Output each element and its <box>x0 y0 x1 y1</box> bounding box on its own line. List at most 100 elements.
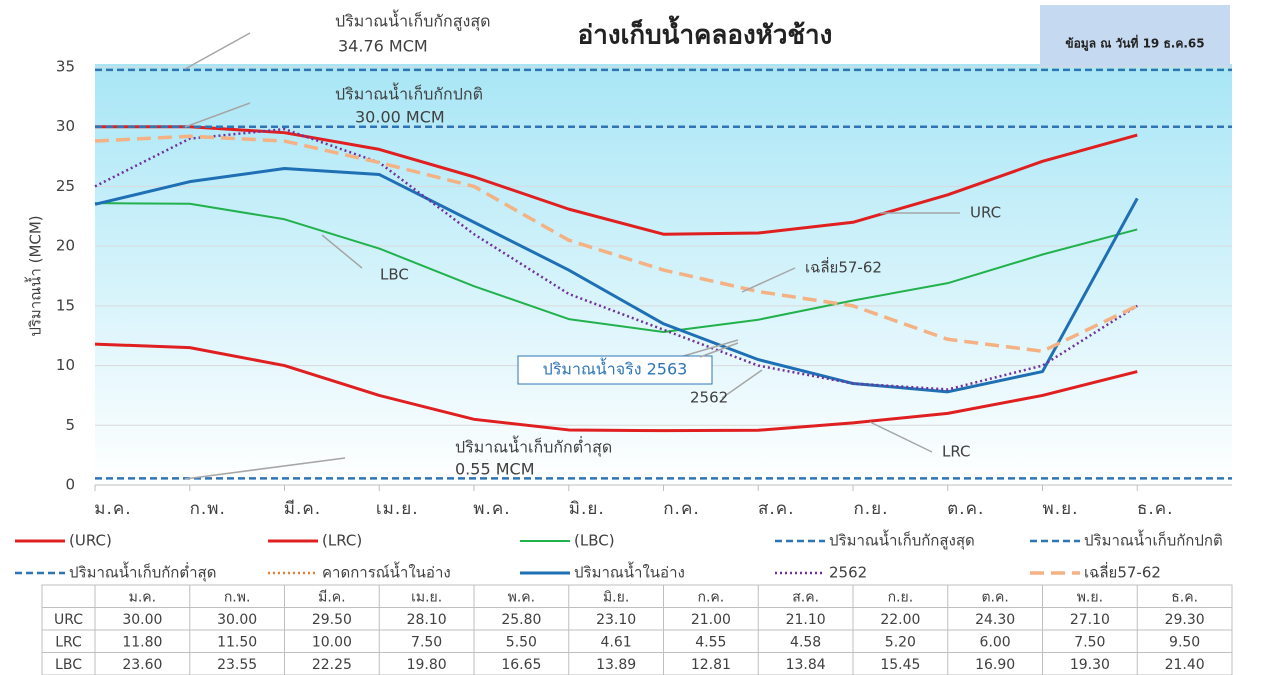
x-tick-label: มิ.ย. <box>569 499 605 519</box>
table-cell: 25.80 <box>501 612 541 628</box>
table-header: พ.ค. <box>508 589 536 605</box>
table-cell: 4.61 <box>601 634 632 650</box>
table-cell: 12.81 <box>691 657 731 673</box>
series-line <box>94 127 1138 391</box>
table-cell: 4.58 <box>790 634 821 650</box>
table-cell: 6.00 <box>980 634 1011 650</box>
table-cell: 15.45 <box>880 657 920 673</box>
table-cell: 24.30 <box>975 612 1015 628</box>
table-cell: 9.50 <box>1169 634 1200 650</box>
annotation: URC <box>970 204 1001 222</box>
leader-line <box>184 102 251 128</box>
legend-label: ปริมาณน้ำเก็บกักต่ำสุด <box>69 562 216 583</box>
series-line <box>94 134 1139 353</box>
table-cell: 23.10 <box>596 612 636 628</box>
table-cell: 21.00 <box>691 612 731 628</box>
table-header: ม.ค. <box>129 589 157 605</box>
table-cell: 10.00 <box>312 634 352 650</box>
table-header: มี.ค. <box>318 589 346 605</box>
table-cell: 7.50 <box>1074 634 1105 650</box>
table-cell: 5.50 <box>506 634 537 650</box>
table-header: มิ.ย. <box>603 589 629 605</box>
annotation: เฉลี่ย57-62 <box>805 257 882 277</box>
table-cell: 22.00 <box>880 612 920 628</box>
table-cell: 5.20 <box>885 634 916 650</box>
x-tick-label: ต.ค. <box>947 499 984 519</box>
table-cell: 27.10 <box>1070 612 1110 628</box>
series-line <box>94 202 1138 334</box>
table-header: ก.ค. <box>698 589 725 605</box>
chart-title: อ่างเก็บน้ำคลองหัวช้าง <box>578 15 833 51</box>
legend-label: (LBC) <box>574 532 615 550</box>
x-tick-label: เม.ย. <box>376 499 419 519</box>
y-tick-label: 15 <box>56 296 75 314</box>
series-line <box>94 167 1139 394</box>
table-cell: 19.30 <box>1070 657 1110 673</box>
table-cell: 21.40 <box>1165 657 1205 673</box>
y-tick-label: 10 <box>56 356 75 374</box>
leader-line <box>679 339 739 358</box>
table-header: ก.ย. <box>888 589 914 605</box>
series-line <box>94 342 1138 433</box>
table-cell: 29.30 <box>1165 612 1205 628</box>
table-cell: 4.55 <box>695 634 726 650</box>
table-cell: 13.84 <box>786 657 826 673</box>
y-tick-label: 35 <box>56 58 75 76</box>
annotation: 34.76 MCM <box>338 37 428 56</box>
leader-line <box>699 342 739 358</box>
table-cell: 30.00 <box>122 612 162 628</box>
table-cell: 29.50 <box>312 612 352 628</box>
table-cell: 11.80 <box>122 634 162 650</box>
legend-label: เฉลี่ย57-62 <box>1084 562 1161 582</box>
table-cell: 16.65 <box>501 657 541 673</box>
leader-line <box>184 457 346 480</box>
annotation: LBC <box>380 266 409 284</box>
table-cell: 22.25 <box>312 657 352 673</box>
table-cell: 23.55 <box>217 657 257 673</box>
x-tick-label: ก.พ. <box>190 499 226 519</box>
y-tick-label: 20 <box>56 237 75 255</box>
table-header: พ.ย. <box>1077 589 1103 605</box>
leader-line <box>184 32 251 70</box>
leader-line <box>869 421 933 453</box>
table-cell: 11.50 <box>217 634 257 650</box>
annotation: LRC <box>942 443 971 461</box>
leader-line <box>321 234 363 269</box>
table-cell: 16.90 <box>975 657 1015 673</box>
x-tick-label: ม.ค. <box>94 499 131 519</box>
table-cell: 28.10 <box>407 612 447 628</box>
info-text: ข้อมูล ณ วันที่ 19 ธ.ค.65 <box>1065 35 1204 52</box>
y-tick-label: 0 <box>65 476 75 494</box>
leader-line <box>721 369 763 399</box>
y-axis-label: ปริมาณน้ำ (MCM) <box>25 215 45 336</box>
table-cell: 19.80 <box>407 657 447 673</box>
table-header: เม.ย. <box>411 589 442 605</box>
legend-label: คาดการณ์น้ำในอ่าง <box>322 562 451 582</box>
annotation: ปริมาณน้ำจริง 2563 <box>543 358 688 379</box>
legend-label: (URC) <box>69 532 112 550</box>
legend-label: ปริมาณน้ำในอ่าง <box>574 562 685 582</box>
table-cell: 7.50 <box>411 634 442 650</box>
table-header: ธ.ค. <box>1171 589 1198 605</box>
legend-label: 2562 <box>829 564 867 582</box>
y-tick-label: 25 <box>56 177 75 195</box>
legend-label: (LRC) <box>322 532 362 550</box>
legend-label: ปริมาณน้ำเก็บกักสูงสุด <box>829 530 975 551</box>
x-tick-label: ก.ค. <box>663 499 699 519</box>
annotation: ปริมาณน้ำเก็บกักต่ำสุด <box>455 436 612 458</box>
annotation-box <box>517 355 713 385</box>
annotation: 2562 <box>690 389 728 407</box>
annotation: ปริมาณน้ำเก็บกักปกติ <box>335 83 483 104</box>
annotation: 0.55 MCM <box>455 460 535 479</box>
x-tick-label: พ.ย. <box>1043 499 1079 519</box>
y-tick-label: 30 <box>56 117 75 135</box>
table-header: ส.ค. <box>792 589 819 605</box>
x-tick-label: พ.ค. <box>473 499 510 519</box>
annotation: ปริมาณน้ำเก็บกักสูงสุด <box>335 10 490 32</box>
table-header: ต.ค. <box>981 589 1008 605</box>
table-cell: 21.10 <box>786 612 826 628</box>
x-tick-label: มี.ค. <box>284 499 321 519</box>
table-row-label: LRC <box>55 634 82 650</box>
leader-line <box>741 267 796 293</box>
